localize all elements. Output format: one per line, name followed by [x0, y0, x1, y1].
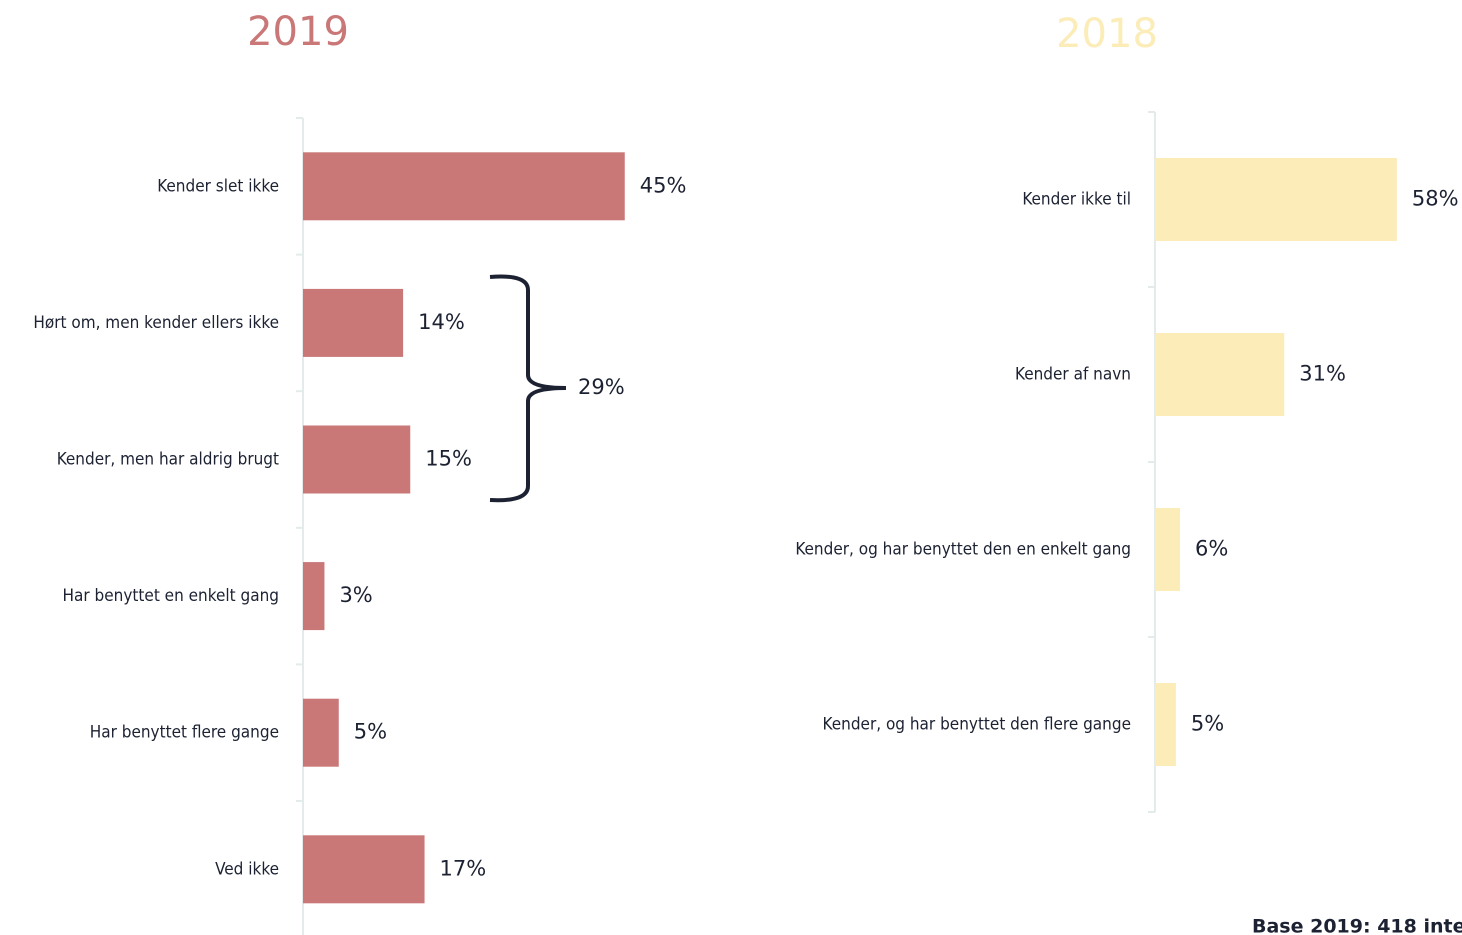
annotation: 29% — [578, 375, 625, 399]
bar — [303, 698, 339, 767]
chart-title: 2019 — [247, 9, 349, 55]
value-label: 15% — [425, 447, 472, 471]
category-label: Kender, og har benyttet den flere gange — [823, 715, 1131, 735]
value-label: 58% — [1412, 187, 1459, 211]
value-label: 17% — [440, 856, 487, 880]
category-label: Kender, og har benyttet den en enkelt ga… — [795, 540, 1131, 560]
bar — [303, 152, 625, 221]
category-label: Hørt om, men kender ellers ikke — [33, 313, 279, 333]
bar — [303, 288, 404, 357]
value-label: 5% — [1191, 712, 1224, 736]
bracket — [489, 274, 567, 503]
bar — [303, 835, 425, 904]
bar — [303, 425, 411, 494]
value-label: 45% — [640, 173, 687, 197]
bar — [1155, 683, 1176, 766]
value-label: 3% — [339, 583, 372, 607]
bar — [1155, 508, 1181, 591]
category-label: Kender ikke til — [1022, 190, 1131, 210]
category-label: Kender, men har aldrig brugt — [57, 450, 279, 470]
category-label: Kender slet ikke — [157, 176, 279, 196]
chart-title: 2018 — [1056, 11, 1158, 57]
bar — [1155, 333, 1285, 416]
value-label: 14% — [418, 310, 465, 334]
category-label: Har benyttet flere gange — [90, 723, 279, 743]
value-label: 6% — [1195, 537, 1228, 561]
category-label: Har benyttet en enkelt gang — [63, 586, 279, 606]
category-label: Kender af navn — [1015, 365, 1131, 385]
value-label: 31% — [1299, 362, 1346, 386]
value-label: 5% — [354, 720, 387, 744]
footer: Base 2019: 418 intervie — [1252, 916, 1462, 935]
bar — [303, 562, 325, 631]
category-label: Ved ikke — [215, 859, 279, 879]
bar — [1155, 158, 1397, 241]
